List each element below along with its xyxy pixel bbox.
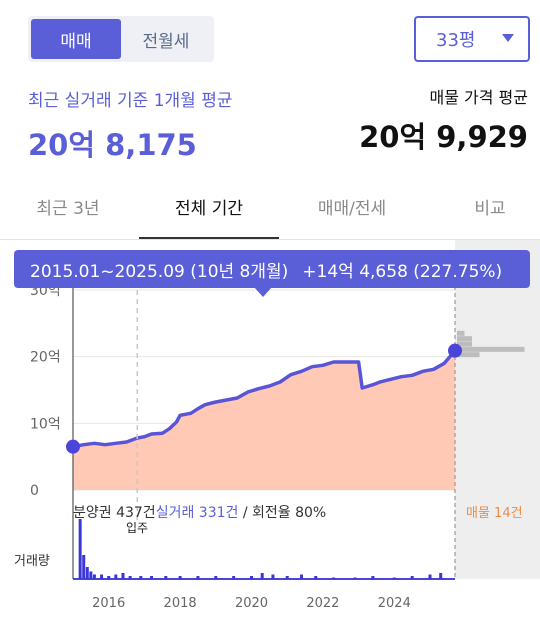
recent-trade-label: 최근 실거래 기준 1개월 평균 [28,91,233,111]
x-tick-label: 2024 [378,596,411,611]
turnover-rate: / 회전율 80% [238,505,327,521]
listing-bar [457,352,480,358]
tab-recent-3-years[interactable]: 최근 3년 [36,199,100,219]
volume-bar [89,571,93,579]
tab-divider [0,239,540,240]
tooltip-arrow [254,287,272,297]
volume-bar [260,573,264,579]
area-select-value: 33평 [436,30,476,51]
listing-bar [457,336,472,342]
x-tick-label: 2022 [306,596,339,611]
volume-summary: 분양권 437건실거래 331건 / 회전율 80% [73,502,326,522]
move-in-label: 입주 [126,521,149,535]
volume-bar [121,573,125,579]
volume-bar [214,576,218,579]
price-line [71,348,457,449]
tab-compare[interactable]: 비교 [474,199,506,219]
volume-bar [164,576,168,579]
x-tick-label: 2020 [235,596,268,611]
tab-all-period[interactable]: 전체 기간 [139,182,279,240]
range-start-point [66,439,80,454]
range-end-point [448,343,462,358]
volume-bar [178,576,182,579]
volume-bar [314,576,318,579]
period-tooltip: 2015.01~2025.09 (10년 8개월) +14억 4,658 (22… [14,250,530,288]
volume-bars [78,519,443,579]
trade-type-toggle: 매매 전월세 [28,16,214,62]
x-axis-ticks: 2016 2018 2020 2022 2024 [92,596,411,611]
listing-price-label: 매물 가격 평균 [429,88,529,107]
y-tick-label: 10억 [30,416,61,432]
volume-bar [232,576,236,579]
volume-bar [271,574,275,579]
volume-bar [85,567,89,579]
listing-count: 매물 14건 [466,506,523,521]
tab-sale-rent[interactable]: 매매/전세 [317,199,387,219]
volume-bar [107,576,111,579]
trade-type-sale-button[interactable]: 매매 [31,19,121,59]
volume-bar [150,576,154,579]
x-tick-label: 2016 [92,596,125,611]
listing-price-histogram [457,330,525,358]
volume-label: 거래량 [14,554,50,569]
volume-bar [92,574,96,579]
listing-bar [457,346,525,352]
volume-bar [332,577,336,579]
x-tick-label: 2018 [164,596,197,611]
volume-bar [128,576,132,579]
volume-bar [371,576,375,579]
volume-bar [353,577,357,579]
period-tabs: 최근 3년 전체 기간 매매/전세 비교 [0,182,540,240]
y-tick-label: 20억 [30,350,61,366]
trade-type-rent-button[interactable]: 전월세 [121,19,211,59]
volume-bar [100,574,104,579]
listing-bar [457,330,465,336]
volume-bar [285,576,289,579]
volume-bar [114,574,118,579]
recent-trade-value: 20억 8,175 [28,128,197,162]
y-tick-label: 0 [30,483,39,499]
volume-bar [392,577,396,579]
volume-bar [439,573,443,579]
volume-bar [410,576,414,579]
volume-bar [428,574,432,579]
tooltip-period: 2015.01~2025.09 (10년 8개월) [30,261,289,282]
presale-count: 분양권 437건 [73,505,156,521]
volume-bar [139,576,143,579]
trade-count: 실거래 331건 [155,505,239,521]
listing-price-value: 20억 9,929 [359,120,528,154]
volume-bar [196,576,200,579]
listing-bar [457,341,472,347]
tooltip-change: +14억 4,658 (227.75%) [302,261,503,282]
volume-bar [250,576,254,579]
volume-bar [82,555,86,579]
volume-bar [78,519,82,579]
future-period-shade [455,240,540,579]
chevron-down-icon [502,34,514,42]
price-area [73,350,455,490]
area-select[interactable]: 33평 [414,16,530,62]
volume-bar [299,574,303,579]
